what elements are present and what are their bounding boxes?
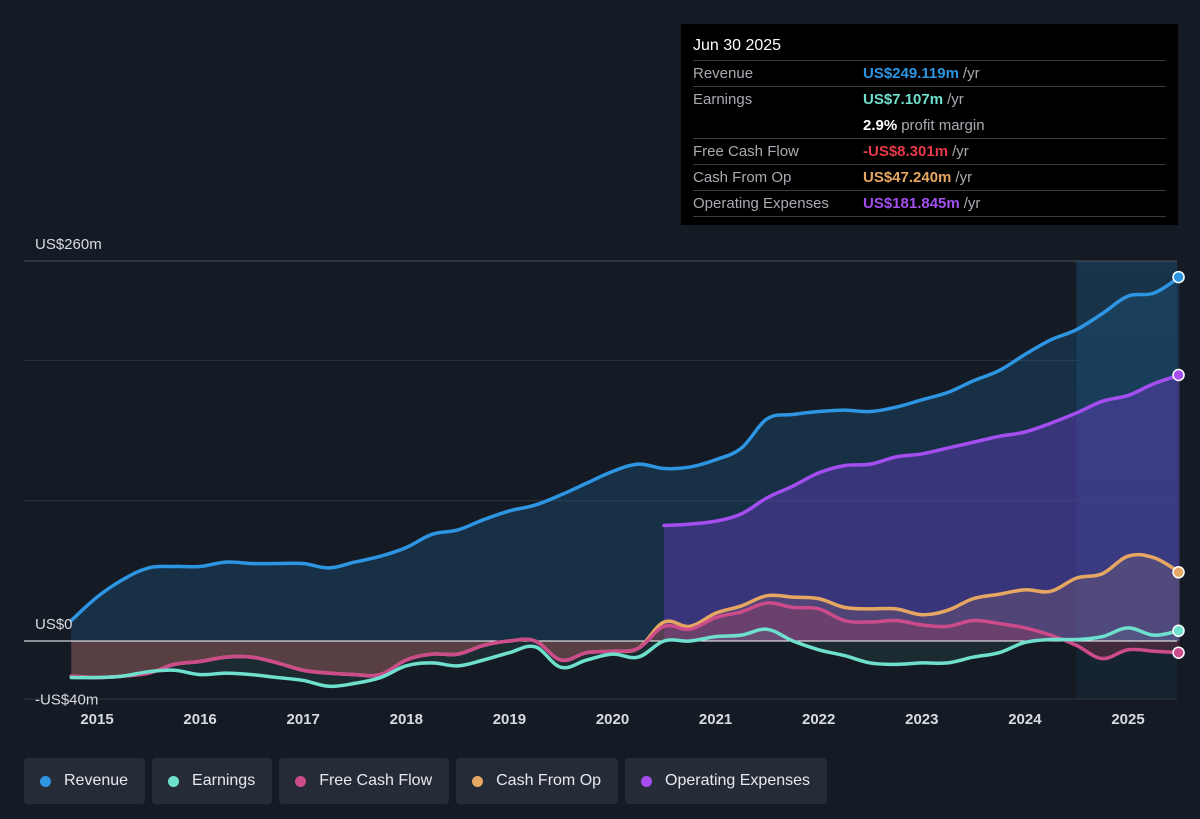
legend-item-operating-expenses[interactable]: Operating Expenses: [625, 758, 828, 804]
x-axis-label: 2024: [1008, 711, 1042, 728]
tooltip-row: 2.9% profit margin: [693, 112, 1166, 138]
gridlines: [24, 260, 1177, 700]
legend-item-free-cash-flow[interactable]: Free Cash Flow: [279, 758, 450, 804]
operating-expenses-endpoint: [1172, 368, 1185, 382]
legend-label: Free Cash Flow: [319, 772, 433, 789]
tooltip-row-unit: profit margin: [901, 117, 985, 134]
cash-from-op-endpoint: [1172, 566, 1185, 579]
x-axis-label: 2020: [596, 711, 629, 728]
tooltip-row-value: US$7.107m: [863, 91, 944, 108]
revenue-dot-icon: [40, 775, 51, 787]
legend-item-earnings[interactable]: Earnings: [152, 758, 273, 804]
x-axis-label: 2023: [905, 711, 938, 728]
tooltip-row-label: Revenue: [693, 65, 754, 82]
tooltip-row-label: Earnings: [693, 91, 753, 108]
tooltip-row-label: Operating Expenses: [693, 195, 829, 212]
tooltip-row: Free Cash Flow -US$8.301m/yr: [693, 138, 1166, 164]
tooltip-row: Earnings US$7.107m/yr: [693, 86, 1166, 112]
operating-expenses-area: [664, 375, 1180, 641]
legend-label: Operating Expenses: [665, 772, 811, 789]
chart-legend: Revenue Earnings Free Cash Flow Cash From O…: [24, 758, 828, 804]
free-cash-flow-dot-icon: [295, 775, 307, 787]
x-axis-label: 2021: [699, 711, 732, 728]
tooltip-row-value: US$249.119m: [863, 65, 959, 82]
x-axis-label: 2017: [287, 711, 320, 728]
tooltip-row-value: -US$8.301m: [863, 143, 949, 160]
forecast-shade-region: [1076, 261, 1177, 699]
tooltip-row-label: Free Cash Flow: [693, 143, 799, 160]
y-axis-labels: US$260m US$0 -US$40m: [35, 236, 102, 708]
operating-expenses-line: [662, 373, 1182, 528]
tooltip-row: Operating Expenses US$181.845m/yr: [693, 190, 1166, 217]
tooltip-date: Jun 30 2025: [693, 37, 782, 54]
tooltip-row-value: US$47.240m: [863, 169, 952, 186]
tooltip-row-value: US$181.845m: [863, 195, 960, 212]
series-endpoints: [1172, 270, 1185, 659]
free-cash-flow-endpoint: [1172, 646, 1185, 659]
x-axis-label: 2019: [493, 711, 526, 728]
hover-tooltip: Jun 30 2025 Revenue US$249.119m/yr Earning…: [681, 24, 1178, 225]
earnings-line: [69, 626, 1182, 689]
tooltip-row: Cash From Op US$47.240m/yr: [693, 164, 1166, 190]
y-axis-label: -US$40m: [35, 691, 98, 708]
earnings-endpoint: [1172, 624, 1185, 638]
revenue-line: [69, 275, 1182, 623]
legend-label: Revenue: [64, 772, 129, 789]
legend-item-cash-from-op[interactable]: Cash From Op: [456, 758, 619, 804]
tooltip-row-unit: /yr: [952, 143, 969, 160]
tooltip-row-unit: /yr: [955, 169, 973, 186]
revenue-endpoint: [1172, 270, 1185, 284]
cash-from-op-area: [71, 554, 1180, 678]
free-cash-flow-line: [69, 601, 1182, 680]
x-axis-labels: 2015 2016 2017 2018 2019 2020 2021 2022 2023 2024…: [80, 711, 1144, 728]
legend-label: Earnings: [192, 772, 256, 789]
x-axis-label: 2018: [390, 711, 423, 728]
legend-item-revenue[interactable]: Revenue: [24, 758, 146, 804]
tooltip-row: Revenue US$249.119m/yr: [693, 60, 1166, 86]
cash-from-op-dot-icon: [472, 775, 484, 787]
series-lines: [69, 275, 1182, 689]
revenue-area: [71, 277, 1180, 641]
y-axis-label: US$0: [35, 616, 73, 633]
tooltip-row-unit: /yr: [963, 195, 981, 212]
x-axis-label: 2016: [183, 711, 216, 728]
tooltip-row-label: Cash From Op: [693, 169, 792, 186]
x-axis-label: 2022: [802, 711, 835, 728]
legend-label: Cash From Op: [496, 772, 602, 789]
earnings-dot-icon: [168, 775, 180, 787]
tooltip-row-unit: /yr: [962, 65, 980, 82]
x-axis-label: 2025: [1111, 711, 1144, 728]
x-axis-label: 2015: [80, 711, 113, 728]
tooltip-rows: Revenue US$249.119m/yr Earnings US$7.107m/y…: [693, 60, 1166, 217]
tooltip-row-value: 2.9%: [863, 117, 898, 134]
operating-expenses-dot-icon: [641, 775, 653, 787]
y-axis-label: US$260m: [35, 236, 102, 253]
earnings-area: [71, 627, 1180, 687]
tooltip-row-unit: /yr: [947, 91, 964, 108]
